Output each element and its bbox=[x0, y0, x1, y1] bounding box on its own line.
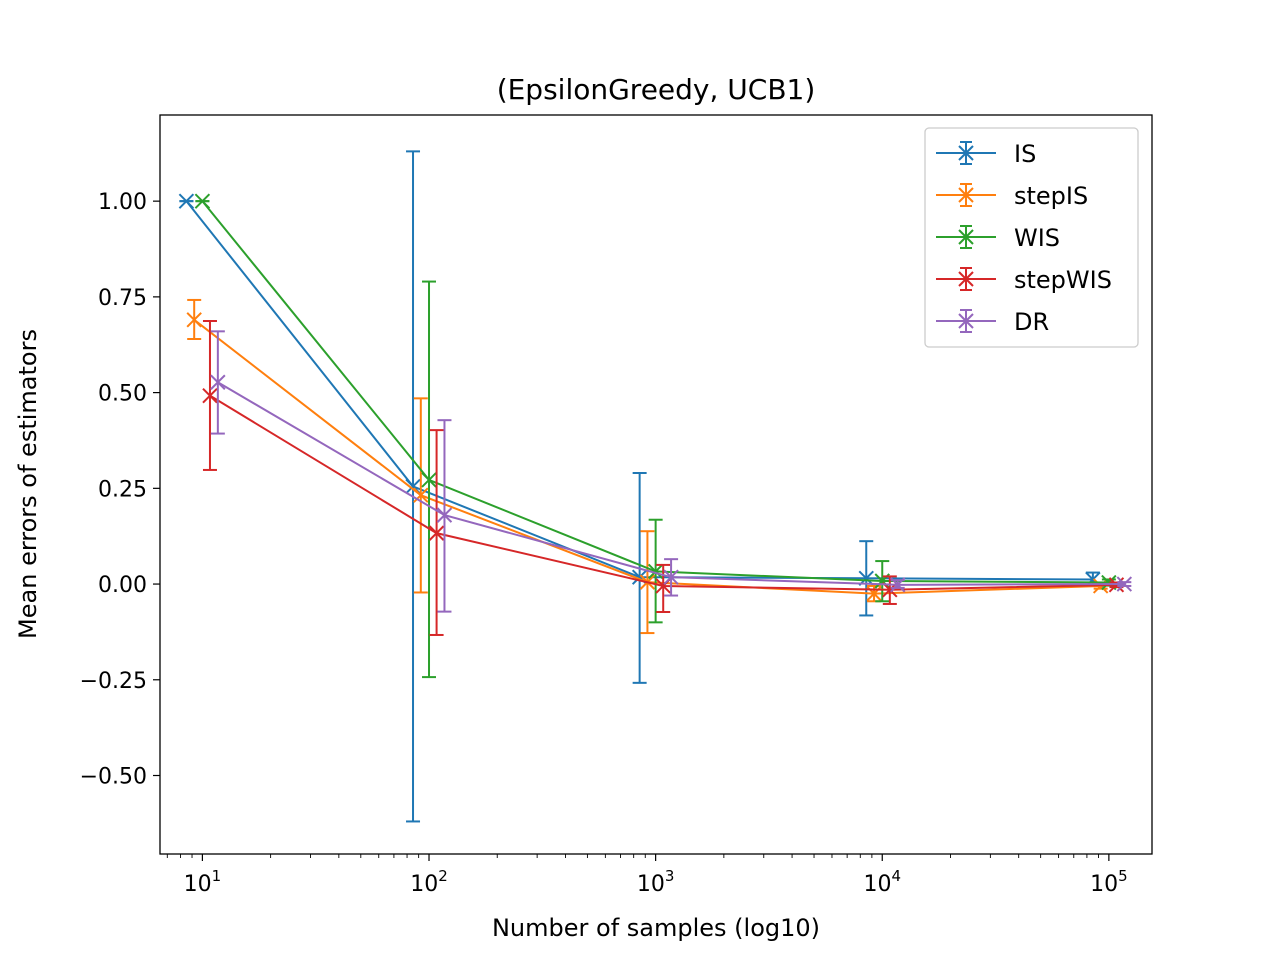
x-tick-label: 102 bbox=[410, 867, 448, 897]
series-DR bbox=[210, 330, 1133, 613]
y-tick-label: −0.25 bbox=[80, 669, 147, 694]
marker-stroke bbox=[436, 507, 453, 523]
data-point bbox=[202, 387, 218, 404]
marker-stroke bbox=[405, 478, 421, 495]
legend-marker bbox=[958, 229, 974, 245]
marker-stroke bbox=[186, 312, 202, 328]
marker-stroke bbox=[1101, 574, 1117, 591]
marker-stroke bbox=[889, 577, 906, 593]
data-point bbox=[889, 577, 906, 593]
legend-marker bbox=[958, 313, 974, 329]
x-tick-label: 104 bbox=[863, 867, 901, 897]
marker-stroke bbox=[1116, 576, 1133, 592]
x-tick-label: 103 bbox=[637, 867, 675, 897]
x-axis: 101 102 103 104 105 bbox=[166, 854, 1128, 897]
y-tick-label: 0.50 bbox=[98, 382, 147, 407]
x-tick-label-base: 10 bbox=[637, 872, 665, 897]
legend-item-WIS: WIS bbox=[936, 224, 1060, 252]
legend-label: DR bbox=[1014, 308, 1049, 336]
legend-label: WIS bbox=[1014, 224, 1060, 252]
chart-title: (EpsilonGreedy, UCB1) bbox=[497, 73, 816, 106]
x-tick-label-base: 10 bbox=[1090, 872, 1118, 897]
y-axis-label: Mean errors of estimators bbox=[14, 329, 42, 639]
legend-item-IS: IS bbox=[936, 140, 1036, 168]
marker-stroke bbox=[210, 374, 226, 390]
legend-marker bbox=[958, 271, 974, 287]
x-tick-label-base: 10 bbox=[410, 872, 438, 897]
legend-item-stepWIS: stepWIS bbox=[936, 266, 1112, 294]
series-IS bbox=[178, 150, 1101, 823]
x-tick-label-exponent: 4 bbox=[891, 867, 901, 885]
legend-label: IS bbox=[1014, 140, 1036, 168]
y-tick-label: −0.50 bbox=[80, 765, 147, 790]
x-tick-label: 101 bbox=[184, 867, 222, 897]
data-point bbox=[663, 569, 679, 585]
legend-item-DR: DR bbox=[936, 308, 1049, 336]
data-point bbox=[421, 472, 437, 488]
series-layer bbox=[178, 150, 1133, 823]
data-point bbox=[194, 193, 211, 209]
y-tick-label: 0.00 bbox=[98, 573, 147, 598]
data-point bbox=[210, 374, 226, 390]
marker-stroke bbox=[631, 569, 648, 585]
marker-stroke bbox=[194, 193, 211, 209]
x-tick-label-base: 10 bbox=[184, 872, 212, 897]
legend-item-stepIS: stepIS bbox=[936, 182, 1088, 210]
x-tick-label-base: 10 bbox=[863, 872, 891, 897]
x-tick-label-exponent: 3 bbox=[665, 867, 675, 885]
data-point bbox=[178, 193, 195, 209]
data-point bbox=[186, 312, 202, 328]
marker-stroke bbox=[202, 387, 218, 404]
data-point bbox=[647, 563, 664, 580]
legend-marker bbox=[958, 145, 974, 161]
data-point bbox=[413, 487, 429, 503]
y-tick-label: 1.00 bbox=[98, 190, 147, 215]
x-tick-label-exponent: 5 bbox=[1118, 867, 1128, 885]
marker-stroke bbox=[647, 563, 664, 580]
legend-marker bbox=[958, 187, 974, 203]
plot-frame bbox=[159, 114, 1153, 855]
data-point bbox=[428, 525, 445, 541]
marker-stroke bbox=[421, 472, 437, 488]
x-tick-label: 105 bbox=[1090, 867, 1128, 897]
y-tick-label: 0.75 bbox=[98, 286, 147, 311]
y-tick-label: 0.25 bbox=[98, 477, 147, 502]
legend-label: stepWIS bbox=[1014, 266, 1112, 294]
x-tick-label-exponent: 2 bbox=[438, 867, 448, 885]
legend-label: stepIS bbox=[1014, 182, 1088, 210]
data-point bbox=[436, 507, 453, 523]
x-tick-label-exponent: 1 bbox=[212, 867, 222, 885]
marker-stroke bbox=[663, 569, 679, 585]
marker-stroke bbox=[413, 487, 429, 503]
data-point bbox=[1116, 576, 1133, 592]
y-axis: 1.00 0.75 0.50 0.25 0.00 −0.25 −0.50 bbox=[80, 190, 160, 790]
marker-stroke bbox=[178, 193, 195, 209]
legend: IS stepIS WIS stepWIS DR bbox=[924, 127, 1139, 348]
marker-stroke bbox=[428, 525, 445, 541]
x-axis-label: Number of samples (log10) bbox=[492, 914, 820, 942]
legend-box bbox=[924, 127, 1139, 348]
